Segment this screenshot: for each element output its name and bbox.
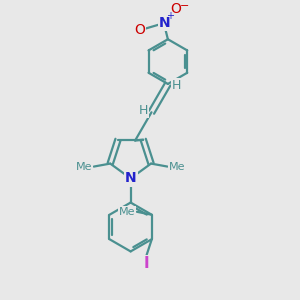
Text: O: O	[134, 23, 145, 37]
Text: Me: Me	[119, 207, 136, 217]
Text: I: I	[144, 256, 149, 272]
Text: N: N	[125, 171, 136, 185]
Text: H: H	[172, 79, 181, 92]
Text: Me: Me	[169, 162, 185, 172]
Text: Me: Me	[76, 162, 92, 172]
Text: H: H	[139, 104, 148, 117]
Text: O: O	[170, 2, 181, 16]
Text: N: N	[159, 16, 171, 30]
Text: −: −	[180, 1, 190, 11]
Text: +: +	[166, 11, 174, 21]
